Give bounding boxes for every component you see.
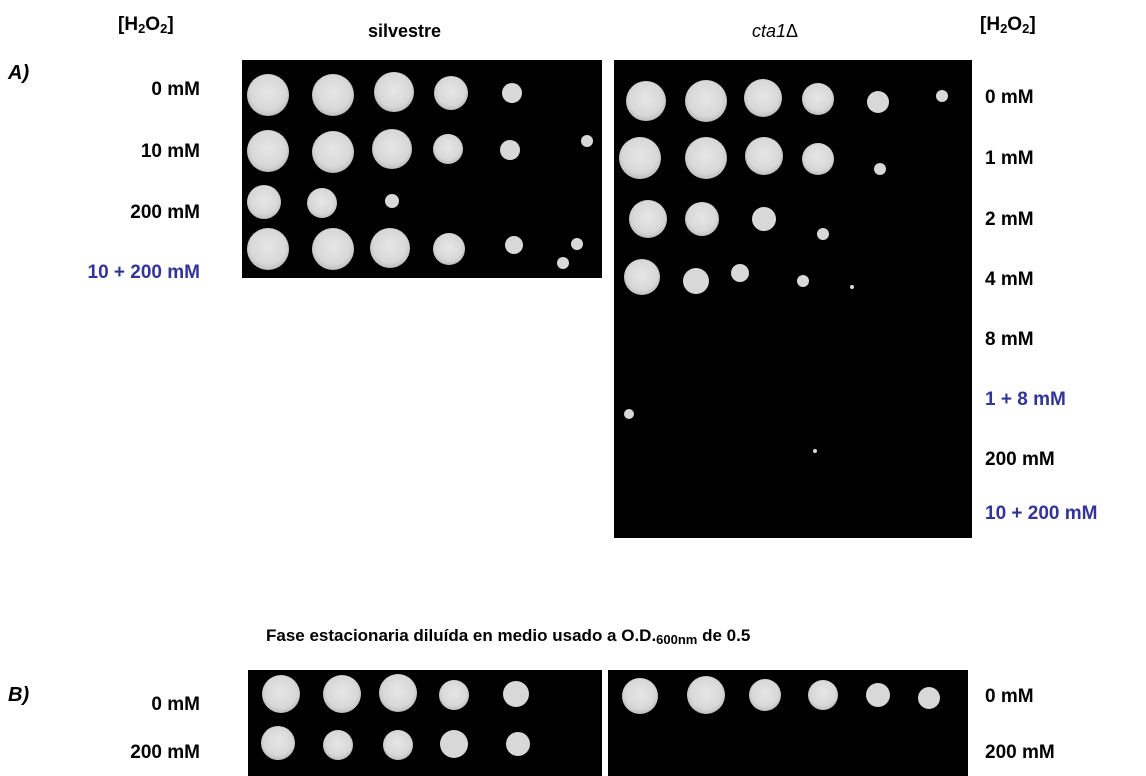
colony-spot	[506, 732, 530, 756]
colony-spot	[619, 137, 661, 179]
colony-spot	[374, 72, 414, 112]
mut-condition-5: 1 + 8 mM	[985, 389, 1066, 410]
wt-condition-3: 10 + 200 mM	[87, 262, 201, 283]
colony-spot	[685, 202, 719, 236]
colony-spot	[307, 188, 337, 218]
b-right-condition-0: 0 mM	[985, 686, 1034, 707]
mut-condition-6: 200 mM	[985, 449, 1055, 470]
colony-spot	[629, 200, 667, 238]
colony-spot	[247, 185, 281, 219]
b-right-condition-1: 200 mM	[985, 742, 1055, 763]
colony-spot	[874, 163, 886, 175]
colony-spot	[247, 74, 289, 116]
mut-condition-7: 10 + 200 mM	[985, 503, 1098, 524]
mutant-stationary-plate-image	[608, 670, 968, 776]
colony-spot	[687, 676, 725, 714]
colony-spot	[323, 675, 361, 713]
colony-spot	[379, 674, 417, 712]
h2o2-header-right: [H2O2]	[980, 14, 1036, 36]
colony-spot	[312, 131, 354, 173]
wt-stationary-plate-image	[248, 670, 602, 776]
colony-spot	[936, 90, 948, 102]
wt-plate-image	[242, 60, 602, 278]
colony-spot	[817, 228, 829, 240]
colony-spot	[323, 730, 353, 760]
mutant-plate-image	[614, 60, 972, 538]
colony-spot	[581, 135, 593, 147]
colony-spot	[502, 83, 522, 103]
mut-condition-1: 1 mM	[985, 148, 1034, 169]
colony-spot	[261, 726, 295, 760]
colony-spot	[685, 80, 727, 122]
colony-spot	[808, 680, 838, 710]
h2o2-header-left: [H2O2]	[118, 14, 174, 36]
colony-spot	[749, 679, 781, 711]
mut-condition-3: 4 mM	[985, 269, 1034, 290]
colony-spot	[500, 140, 520, 160]
mut-condition-0: 0 mM	[985, 87, 1034, 108]
colony-spot	[262, 675, 300, 713]
colony-spot	[433, 233, 465, 265]
colony-spot	[745, 137, 783, 175]
colony-spot	[867, 91, 889, 113]
strain-wt-label: silvestre	[368, 21, 442, 41]
colony-spot	[439, 680, 469, 710]
b-left-condition-0: 0 mM	[151, 694, 200, 715]
colony-spot	[383, 730, 413, 760]
colony-spot	[624, 259, 660, 295]
colony-spot	[312, 228, 354, 270]
colony-spot	[752, 207, 776, 231]
colony-spot	[622, 678, 658, 714]
colony-spot	[813, 449, 817, 453]
colony-spot	[850, 285, 854, 289]
colony-spot	[802, 143, 834, 175]
panel-b-title: Fase estacionaria diluída en medio usado…	[266, 626, 751, 647]
colony-spot	[802, 83, 834, 115]
colony-spot	[247, 228, 289, 270]
colony-spot	[624, 409, 634, 419]
panel-b-letter: B)	[8, 684, 30, 706]
colony-spot	[433, 134, 463, 164]
colony-spot	[571, 238, 583, 250]
colony-spot	[440, 730, 468, 758]
b-left-condition-1: 200 mM	[130, 742, 200, 763]
colony-spot	[626, 81, 666, 121]
colony-spot	[385, 194, 399, 208]
colony-spot	[557, 257, 569, 269]
wt-condition-1: 10 mM	[140, 141, 200, 162]
colony-spot	[683, 268, 709, 294]
colony-spot	[372, 129, 412, 169]
colony-spot	[503, 681, 529, 707]
colony-spot	[370, 228, 410, 268]
panel-a-letter: A)	[8, 62, 30, 84]
colony-spot	[731, 264, 749, 282]
mut-condition-2: 2 mM	[985, 209, 1034, 230]
wt-condition-2: 200 mM	[130, 202, 200, 223]
colony-spot	[797, 275, 809, 287]
mut-condition-4: 8 mM	[985, 329, 1034, 350]
colony-spot	[685, 137, 727, 179]
colony-spot	[918, 687, 940, 709]
colony-spot	[505, 236, 523, 254]
colony-spot	[866, 683, 890, 707]
colony-spot	[247, 130, 289, 172]
wt-condition-0: 0 mM	[151, 79, 200, 100]
colony-spot	[744, 79, 782, 117]
colony-spot	[434, 76, 468, 110]
colony-spot	[312, 74, 354, 116]
strain-mutant-label: cta1Δ	[752, 21, 799, 41]
